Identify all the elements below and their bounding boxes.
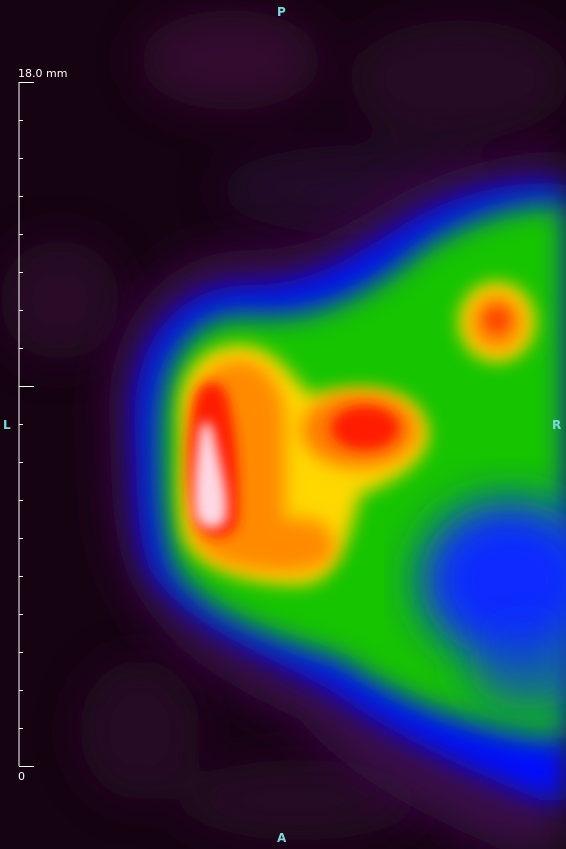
- ruler-min-label: 0: [18, 770, 25, 783]
- scale-ruler: [18, 82, 34, 767]
- orientation-right-label: R: [552, 418, 562, 432]
- orientation-left-label: L: [3, 418, 11, 432]
- orientation-bottom-label: A: [277, 831, 287, 845]
- ruler-max-label: 18.0 mm: [18, 67, 68, 80]
- orientation-top-label: P: [277, 5, 286, 19]
